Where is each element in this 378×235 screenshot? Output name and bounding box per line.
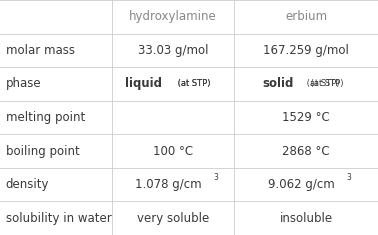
Text: phase: phase [6,77,41,90]
Text: melting point: melting point [6,111,85,124]
Text: (at STP): (at STP) [304,79,340,88]
Text: 100 °C: 100 °C [153,145,193,158]
Text: insoluble: insoluble [280,212,333,225]
Text: erbium: erbium [285,10,327,23]
Text: molar mass: molar mass [6,44,75,57]
Text: 3: 3 [213,173,218,182]
Text: (at STP): (at STP) [308,79,344,88]
Text: hydroxylamine: hydroxylamine [129,10,217,23]
Text: (at STP): (at STP) [175,79,210,88]
Text: boiling point: boiling point [6,145,79,158]
Text: solid: solid [262,77,293,90]
Text: 167.259 g/mol: 167.259 g/mol [263,44,349,57]
Text: 1.078 g/cm: 1.078 g/cm [135,178,201,191]
Text: liquid: liquid [125,77,162,90]
Text: 33.03 g/mol: 33.03 g/mol [138,44,208,57]
Text: density: density [6,178,49,191]
Text: very soluble: very soluble [137,212,209,225]
Text: 2868 °C: 2868 °C [282,145,330,158]
Text: 3: 3 [346,173,351,182]
Text: solubility in water: solubility in water [6,212,112,225]
Text: 1529 °C: 1529 °C [282,111,330,124]
Text: (at STP): (at STP) [175,79,210,88]
Text: 9.062 g/cm: 9.062 g/cm [268,178,335,191]
